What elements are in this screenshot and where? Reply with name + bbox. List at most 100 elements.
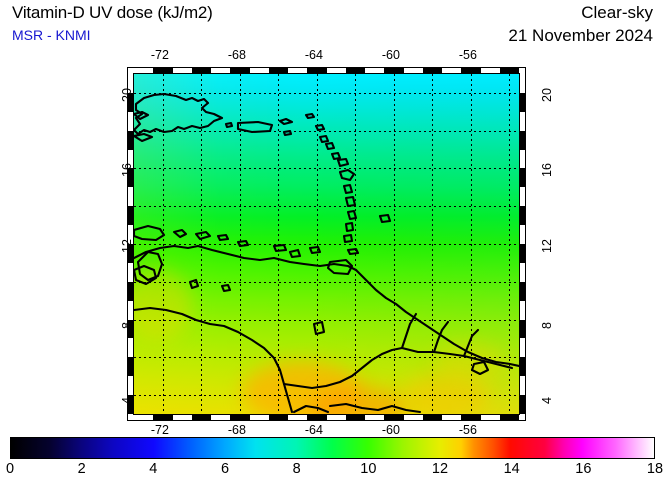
x-axis-tick-label-bottom: -60 bbox=[381, 423, 400, 437]
dose-hotspot-east bbox=[402, 374, 490, 414]
frame-top-segment bbox=[461, 68, 481, 74]
frame-left-segment bbox=[128, 244, 134, 263]
frame-bottom-segment bbox=[384, 414, 404, 420]
colorbar-tick-label: 8 bbox=[292, 461, 301, 477]
plot-inner-outline bbox=[133, 73, 520, 415]
colorbar-tick-label: 4 bbox=[149, 461, 158, 477]
y-axis-tick-label-left: 16 bbox=[120, 163, 134, 178]
colorbar-gradient bbox=[10, 437, 655, 459]
x-axis-tick-label-bottom: -72 bbox=[150, 423, 169, 437]
y-axis-tick-label-left: 12 bbox=[120, 239, 134, 253]
graticule-meridian bbox=[316, 74, 318, 414]
frame-top-segment bbox=[230, 68, 250, 74]
frame-top-segment bbox=[268, 68, 288, 74]
frame-top-segment bbox=[191, 68, 211, 74]
x-axis-tick-label-top: -60 bbox=[381, 48, 400, 62]
frame-right-segment bbox=[519, 206, 525, 226]
y-axis-tick-label-left: 8 bbox=[120, 321, 134, 329]
frame-left-segment bbox=[128, 281, 134, 301]
frame-left-segment bbox=[128, 357, 134, 377]
y-axis-tick-label-right: 16 bbox=[540, 163, 554, 178]
graticule-meridian bbox=[162, 74, 164, 414]
graticule-parallel bbox=[134, 168, 519, 170]
frame-bottom-segment bbox=[191, 414, 211, 420]
page-title: Vitamin-D UV dose (kJ/m2) bbox=[12, 3, 213, 22]
frame-top-segment bbox=[422, 68, 442, 74]
graticule-meridian bbox=[355, 74, 357, 414]
frame-right-segment bbox=[519, 395, 525, 414]
frame-outline bbox=[127, 67, 526, 421]
colorbar-tick-label: 18 bbox=[646, 461, 664, 477]
frame-right-segment bbox=[519, 92, 525, 112]
frame-bottom bbox=[128, 414, 525, 420]
frame-top bbox=[128, 68, 525, 74]
graticule-parallel bbox=[134, 395, 519, 397]
graticule-meridian bbox=[278, 74, 280, 414]
graticule-parallel bbox=[134, 357, 519, 359]
colorbar bbox=[10, 437, 655, 459]
frame-right-segment bbox=[519, 319, 525, 339]
frame-left-segment bbox=[128, 92, 134, 112]
colorbar-tick-label: 0 bbox=[5, 461, 15, 477]
frame-bottom-segment bbox=[230, 414, 250, 420]
frame-bottom-segment bbox=[153, 414, 173, 420]
colorbar-tick-label: 14 bbox=[503, 461, 520, 477]
frame-top-segment bbox=[307, 68, 327, 74]
frame-left-segment bbox=[128, 206, 134, 226]
y-axis-tick-label-left: 20 bbox=[120, 87, 134, 102]
frame-bottom-segment bbox=[499, 414, 519, 420]
frame-bottom-segment bbox=[461, 414, 481, 420]
colorbar-tick-label: 10 bbox=[360, 461, 377, 477]
frame-right-segment bbox=[519, 281, 525, 301]
y-axis-tick-label-right: 12 bbox=[540, 239, 554, 253]
y-axis-tick-label-right: 8 bbox=[540, 321, 554, 329]
colorbar-tick-label: 2 bbox=[77, 461, 86, 477]
sky-condition-label: Clear-sky bbox=[581, 3, 653, 22]
frame-bottom-segment bbox=[268, 414, 288, 420]
graticule-parallel bbox=[134, 206, 519, 208]
frame-left-segment bbox=[128, 395, 134, 414]
x-axis-tick-label-top: -68 bbox=[227, 48, 246, 62]
frame-right-segment bbox=[519, 357, 525, 377]
frame-left-segment bbox=[128, 319, 134, 339]
frame-bottom-segment bbox=[422, 414, 442, 420]
graticule-parallel bbox=[134, 130, 519, 132]
frame-top-segment bbox=[153, 68, 173, 74]
data-source-label: MSR - KNMI bbox=[12, 27, 91, 43]
x-axis-tick-label-top: -56 bbox=[458, 48, 477, 62]
x-axis-tick-label-top: -72 bbox=[150, 48, 169, 62]
x-axis-tick-label-bottom: -68 bbox=[227, 423, 246, 437]
graticule-meridian bbox=[509, 74, 511, 414]
colorbar-tick-label: 16 bbox=[575, 461, 592, 477]
frame-top-segment bbox=[384, 68, 404, 74]
frame-right-segment bbox=[519, 244, 525, 263]
frame-top-segment bbox=[499, 68, 519, 74]
frame-bottom-segment bbox=[345, 414, 365, 420]
graticule-parallel bbox=[134, 281, 519, 283]
frame-right-segment bbox=[519, 168, 525, 188]
graticule-meridian bbox=[393, 74, 395, 414]
graticule-meridian bbox=[239, 74, 241, 414]
map-plot-area bbox=[134, 74, 519, 414]
coastline-overlay bbox=[134, 92, 519, 414]
frame-left-segment bbox=[128, 130, 134, 150]
y-axis-tick-label-right: 20 bbox=[540, 87, 554, 102]
frame-bottom-segment bbox=[307, 414, 327, 420]
x-axis-tick-label-bottom: -64 bbox=[304, 423, 323, 437]
colorbar-tick-label: 6 bbox=[220, 461, 230, 477]
graticule-meridian bbox=[201, 74, 203, 414]
y-axis-tick-label-left: 4 bbox=[120, 397, 134, 405]
graticule-parallel bbox=[134, 244, 519, 245]
colorbar-tick-label: 12 bbox=[431, 461, 449, 477]
graticule-meridian bbox=[470, 74, 472, 414]
x-axis-tick-label-top: -64 bbox=[304, 48, 323, 62]
graticule-parallel bbox=[134, 92, 519, 94]
x-axis-tick-label-bottom: -56 bbox=[458, 423, 477, 437]
frame-left-segment bbox=[128, 168, 134, 188]
frame-right-segment bbox=[519, 130, 525, 150]
date-label: 21 November 2024 bbox=[508, 26, 653, 45]
graticule-meridian bbox=[432, 74, 434, 414]
graticule-parallel bbox=[134, 319, 519, 321]
frame-top-segment bbox=[345, 68, 365, 74]
y-axis-tick-label-right: 4 bbox=[540, 397, 554, 405]
